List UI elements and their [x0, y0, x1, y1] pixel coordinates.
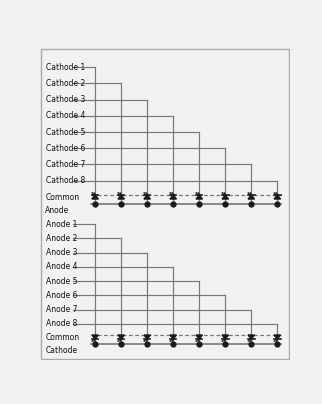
- Polygon shape: [144, 335, 150, 339]
- Text: Cathode 2: Cathode 2: [46, 79, 86, 88]
- Polygon shape: [170, 335, 176, 339]
- Polygon shape: [92, 335, 99, 339]
- Text: Anode 3: Anode 3: [46, 248, 78, 257]
- Text: Anode 8: Anode 8: [46, 319, 78, 328]
- Polygon shape: [144, 195, 150, 199]
- Polygon shape: [118, 195, 124, 199]
- Text: Anode: Anode: [45, 206, 70, 215]
- Polygon shape: [248, 335, 255, 339]
- Polygon shape: [222, 335, 229, 339]
- Text: Cathode 1: Cathode 1: [46, 63, 86, 72]
- Text: Cathode 4: Cathode 4: [46, 112, 86, 120]
- Polygon shape: [170, 195, 176, 199]
- Text: Common: Common: [45, 332, 79, 342]
- Text: Anode 6: Anode 6: [46, 291, 78, 300]
- Text: Common: Common: [45, 193, 79, 202]
- Polygon shape: [248, 195, 255, 199]
- Text: Anode 4: Anode 4: [46, 263, 78, 271]
- Polygon shape: [118, 335, 124, 339]
- Polygon shape: [92, 195, 99, 199]
- Text: Cathode 3: Cathode 3: [46, 95, 86, 104]
- Text: Cathode 6: Cathode 6: [46, 144, 86, 153]
- Text: Cathode 7: Cathode 7: [46, 160, 86, 169]
- Text: Anode 7: Anode 7: [46, 305, 78, 314]
- Polygon shape: [274, 335, 280, 339]
- Text: Cathode 8: Cathode 8: [46, 176, 86, 185]
- Text: Cathode 5: Cathode 5: [46, 128, 86, 137]
- Polygon shape: [196, 335, 203, 339]
- Text: Cathode: Cathode: [45, 346, 77, 356]
- Text: Anode 2: Anode 2: [46, 234, 78, 243]
- Text: Anode 1: Anode 1: [46, 220, 78, 229]
- Polygon shape: [196, 195, 203, 199]
- Polygon shape: [222, 195, 229, 199]
- Polygon shape: [274, 195, 280, 199]
- Text: Anode 5: Anode 5: [46, 277, 78, 286]
- FancyBboxPatch shape: [42, 49, 289, 359]
